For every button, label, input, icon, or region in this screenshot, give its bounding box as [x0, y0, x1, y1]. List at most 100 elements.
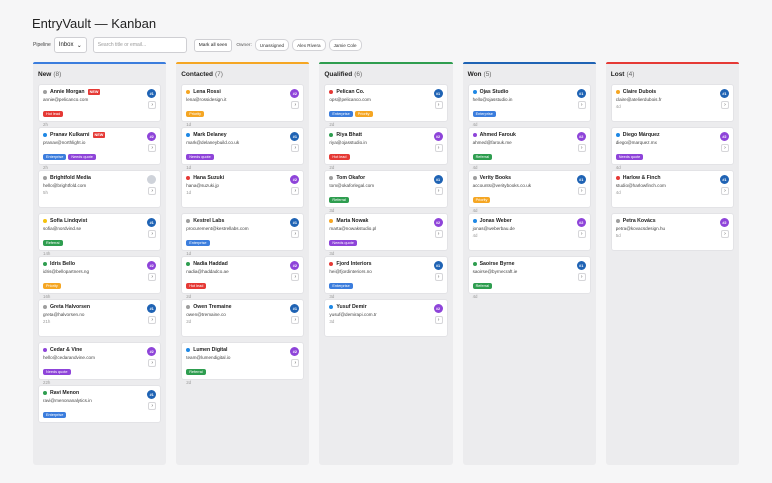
chevron-right-icon[interactable]: ›	[434, 273, 443, 281]
chevron-right-icon[interactable]: ›	[148, 230, 157, 238]
status-dot	[43, 391, 47, 395]
chevron-right-icon[interactable]: ›	[148, 144, 157, 152]
lead-name-row: Claire Dubois	[615, 89, 729, 95]
chevron-right-icon[interactable]: ›	[577, 230, 586, 238]
owner-avatar[interactable]: #2	[576, 132, 586, 141]
lead-card[interactable]: Hana Suzuki hana@suzuki.jp 1d #2 ›	[181, 170, 305, 208]
owner-avatar[interactable]: #2	[290, 261, 300, 270]
owner-avatar[interactable]: #1	[433, 175, 443, 184]
chevron-right-icon[interactable]: ›	[148, 402, 157, 410]
mark-all-seen-button[interactable]: Mark all seen	[193, 38, 233, 52]
chevron-right-icon[interactable]: ›	[291, 187, 300, 195]
chevron-right-icon[interactable]: ›	[291, 273, 300, 281]
owner-avatar[interactable]: #1	[576, 175, 586, 184]
owner-avatar[interactable]: #1	[433, 89, 443, 98]
owner-avatar[interactable]: #2	[290, 89, 300, 98]
chevron-right-icon[interactable]: ›	[720, 187, 729, 195]
lead-card[interactable]: Claire Dubois claire@atelierdubois.fr 4d #1…	[610, 84, 734, 122]
chevron-right-icon[interactable]: ›	[720, 144, 729, 152]
owner-avatar[interactable]: #2	[147, 347, 157, 356]
chevron-right-icon[interactable]: ›	[434, 316, 443, 324]
lead-card[interactable]: Riya Bhatt riya@ojasstudio.in Hot lead 2d #2…	[324, 127, 448, 170]
lead-card[interactable]: Fjord Interiors hei@fjordinteriors.no Ente…	[324, 256, 448, 299]
owner-avatar[interactable]: #1	[290, 304, 300, 313]
chevron-right-icon[interactable]: ›	[720, 230, 729, 238]
chevron-right-icon[interactable]: ›	[577, 101, 586, 109]
owner-avatar[interactable]: #1	[433, 261, 443, 270]
search-input[interactable]	[92, 37, 187, 53]
lead-card[interactable]: Ahmed Farouk ahmed@farouk.me Referral 4d #2 ›	[467, 127, 591, 170]
chevron-right-icon[interactable]: ›	[148, 101, 157, 109]
owner-avatar[interactable]: #2	[433, 132, 443, 141]
owner-avatar[interactable]: #1	[147, 218, 157, 227]
owner-avatar[interactable]: #2	[576, 218, 586, 227]
owner-avatar[interactable]: #1	[576, 89, 586, 98]
owner-avatar[interactable]: #2	[147, 132, 157, 141]
chevron-right-icon[interactable]: ›	[434, 187, 443, 195]
lead-card[interactable]: Brightfold Media hello@brightfold.com 5h ›	[38, 170, 162, 208]
chevron-right-icon[interactable]: ›	[291, 230, 300, 238]
owner-chip-jamie-cole[interactable]: Jamie Cole	[328, 39, 362, 51]
chevron-right-icon[interactable]: ›	[577, 187, 586, 195]
lead-card[interactable]: Harlow & Finch studio@harlowfinch.com 4d #1…	[610, 170, 734, 208]
lead-card[interactable]: Tom Okafor tom@okaforlegal.com Referral 3d #…	[324, 170, 448, 213]
chevron-right-icon[interactable]: ›	[434, 144, 443, 152]
chevron-right-icon[interactable]: ›	[148, 273, 157, 281]
owner-avatar[interactable]: #2	[290, 347, 300, 356]
owner-avatar[interactable]: #1	[719, 89, 729, 98]
owner-avatar[interactable]: #2	[719, 218, 729, 227]
chevron-right-icon[interactable]: ›	[291, 144, 300, 152]
lead-card[interactable]: Yusuf Demir yusuf@demirapi.com.tr 3d #2 ›	[324, 299, 448, 337]
owner-avatar[interactable]: #2	[433, 218, 443, 227]
owner-avatar[interactable]: #1	[719, 175, 729, 184]
owner-avatar[interactable]: #1	[290, 132, 300, 141]
chevron-right-icon[interactable]: ›	[720, 101, 729, 109]
lead-card[interactable]: Lumen Digital team@lumendigital.io Referra…	[181, 342, 305, 385]
owner-avatar[interactable]: #1	[147, 89, 157, 98]
chevron-right-icon[interactable]: ›	[148, 187, 157, 195]
chevron-right-icon[interactable]: ›	[291, 359, 300, 367]
chevron-right-icon[interactable]: ›	[434, 101, 443, 109]
lead-card[interactable]: Nadia Haddad nadia@haddadco.ae Hot lead 2d #…	[181, 256, 305, 299]
lead-card[interactable]: Diego Márquez diego@marquez.mx Needs quote…	[610, 127, 734, 170]
lead-card[interactable]: Ojas Studio hello@ojasstudio.in Enterprise…	[467, 84, 591, 127]
owner-chip-unassigned[interactable]: Unassigned	[254, 39, 290, 51]
status-dot	[615, 90, 620, 94]
lead-card[interactable]: Marta Nowak marta@nowakstudio.pl Needs quo…	[324, 213, 448, 256]
chevron-right-icon[interactable]: ›	[291, 316, 300, 324]
lead-card[interactable]: Lena Rossi lena@rossidesign.it Priority 1d #…	[181, 84, 305, 127]
lead-card[interactable]: Cedar & Vine hello@cedarandvine.com Needs …	[38, 342, 162, 385]
chevron-right-icon[interactable]: ›	[148, 316, 157, 324]
lead-card[interactable]: Annie Morgan NEW annie@pelicanco.com Hot le…	[38, 84, 162, 127]
lead-card[interactable]: Sofia Lindqvist sofia@nordvind.se Referral…	[38, 213, 162, 256]
lead-card[interactable]: Petra Kovács petra@kovacsdesign.hu 5d #2 ›	[610, 213, 734, 251]
owner-avatar[interactable]: #2	[290, 175, 300, 184]
owner-avatar[interactable]: #1	[147, 304, 157, 313]
chevron-right-icon[interactable]: ›	[434, 230, 443, 238]
lead-card[interactable]: Pranav Kulkarni NEW pranav@northlight.io En…	[38, 127, 162, 170]
lead-card[interactable]: Saoirse Byrne saoirse@byrnecraft.ie Referr…	[467, 256, 591, 299]
lead-card[interactable]: Idris Bello idris@bellopartners.ng Priorit…	[38, 256, 162, 299]
chevron-right-icon[interactable]: ›	[148, 359, 157, 367]
owner-avatar[interactable]: #2	[433, 304, 443, 313]
lead-card[interactable]: Greta Halvorsen greta@halvorsen.no 21h #1 ›	[38, 299, 162, 337]
lead-name: Yusuf Demir	[336, 304, 367, 310]
owner-avatar[interactable]: #1	[290, 218, 300, 227]
owner-avatar[interactable]: #1	[576, 261, 586, 270]
owner-avatar[interactable]: #1	[147, 390, 157, 399]
lead-card[interactable]: Owen Tremaine owen@tremaine.co 2d #1 ›	[181, 299, 305, 337]
chevron-right-icon[interactable]: ›	[577, 144, 586, 152]
lead-card[interactable]: Verity Books accounts@veritybooks.co.uk Pr…	[467, 170, 591, 213]
chevron-right-icon[interactable]: ›	[577, 273, 586, 281]
owner-avatar[interactable]	[147, 175, 157, 184]
lead-card[interactable]: Jonas Weber jonas@weberbau.de 4d #2 ›	[467, 213, 591, 251]
lead-card[interactable]: Ravi Menon ravi@menonanalytics.in Enterpri…	[38, 385, 162, 423]
lead-card[interactable]: Mark Delaney mark@delaneybuild.co.uk Needs…	[181, 127, 305, 170]
owner-chip-alex-rivera[interactable]: Alex Rivera	[292, 39, 326, 51]
pipeline-select[interactable]: Inbox ⌄	[53, 37, 87, 53]
owner-avatar[interactable]: #2	[719, 132, 729, 141]
owner-avatar[interactable]: #2	[147, 261, 157, 270]
lead-card[interactable]: Pelican Co. ops@pelicanco.com Enterprise Pr…	[324, 84, 448, 127]
chevron-right-icon[interactable]: ›	[291, 101, 300, 109]
lead-card[interactable]: Kestrel Labs procurement@kestrellabs.com E…	[181, 213, 305, 256]
